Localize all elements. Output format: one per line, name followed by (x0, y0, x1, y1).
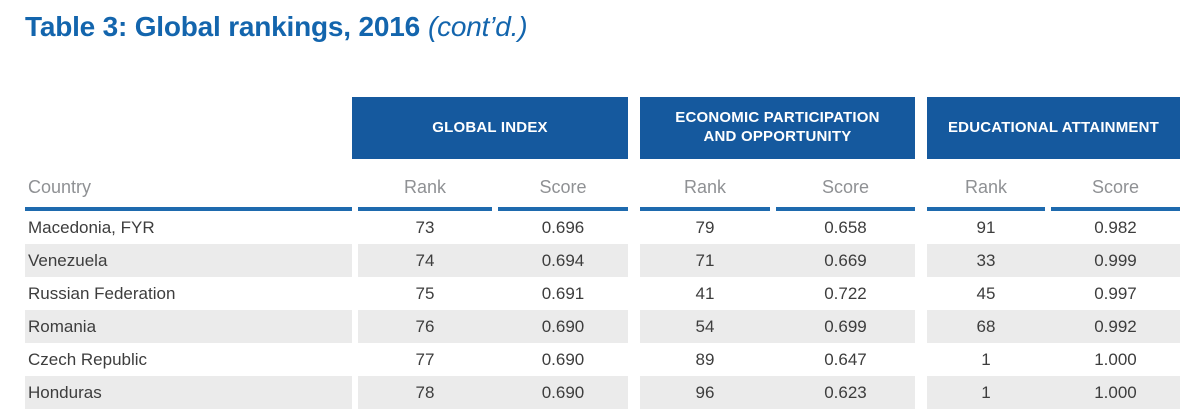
column-header-score: Score (821, 177, 870, 197)
table-row: Romania 76 0.690 54 0.699 68 0.992 (25, 310, 1180, 343)
group-header-educational-attainment: EDUCATIONAL ATTAINMENT (927, 97, 1180, 159)
global-index-score-cell: 0.690 (541, 382, 585, 402)
economic-participation-rank-cell: 79 (695, 217, 715, 237)
global-index-rank-cell: 78 (415, 382, 435, 402)
global-index-rank-cell: 75 (415, 283, 435, 303)
global-index-rank-cell: 73 (415, 217, 435, 237)
economic-participation-score-cell: 0.669 (824, 250, 867, 270)
economic-participation-score-cell: 0.658 (824, 217, 867, 237)
educational-attainment-rank-cell: 91 (976, 217, 996, 237)
row-shading (25, 376, 352, 409)
rule-segment (25, 207, 352, 211)
row-shading (358, 244, 628, 277)
educational-attainment-score-cell: 0.999 (1094, 250, 1137, 270)
country-cell: Honduras (28, 382, 102, 402)
economic-participation-score-cell: 0.722 (824, 283, 867, 303)
rule-segment (640, 207, 770, 211)
rule-segment (358, 207, 492, 211)
row-shading (25, 310, 352, 343)
rule-segment (776, 207, 915, 211)
rule-segment (1051, 207, 1180, 211)
country-cell: Russian Federation (28, 283, 176, 303)
table-row: Venezuela 74 0.694 71 0.669 33 0.999 (25, 244, 1180, 277)
row-shading (25, 244, 352, 277)
global-index-score-cell: 0.696 (541, 217, 585, 237)
row-shading (358, 310, 628, 343)
global-index-score-cell: 0.694 (541, 250, 585, 270)
rule-segment (927, 207, 1045, 211)
row-shading (640, 244, 915, 277)
column-header-rank: Rank (683, 177, 727, 197)
educational-attainment-rank-cell: 68 (976, 316, 996, 336)
table-row: Honduras 78 0.690 96 0.623 1 1.000 (25, 376, 1180, 409)
economic-participation-rank-cell: 71 (695, 250, 715, 270)
economic-participation-score-cell: 0.647 (824, 349, 867, 369)
row-shading (927, 310, 1180, 343)
rankings-table: GLOBAL INDEX ECONOMIC PARTICIPATION AND O… (25, 97, 1180, 409)
economic-participation-rank-cell: 96 (695, 382, 715, 402)
educational-attainment-rank-cell: 33 (976, 250, 996, 270)
educational-attainment-score-cell: 0.992 (1094, 316, 1137, 336)
educational-attainment-rank-cell: 45 (976, 283, 996, 303)
rule-segment (498, 207, 628, 211)
economic-participation-score-cell: 0.623 (824, 382, 867, 402)
global-index-rank-cell: 74 (415, 250, 435, 270)
educational-attainment-score-cell: 1.000 (1094, 382, 1137, 402)
table-row: Russian Federation 75 0.691 41 0.722 45 … (25, 277, 1180, 310)
country-cell: Macedonia, FYR (28, 217, 155, 237)
group-header-economic-participation: ECONOMIC PARTICIPATION AND OPPORTUNITY (640, 97, 915, 159)
economic-participation-rank-cell: 54 (695, 316, 715, 336)
row-shading (927, 376, 1180, 409)
table-row: Czech Republic 77 0.690 89 0.647 1 1.000 (25, 343, 1180, 376)
page-title: Table 3: Global rankings, 2016 (cont’d.) (25, 11, 528, 43)
country-cell: Romania (28, 316, 97, 336)
educational-attainment-rank-cell: 1 (981, 349, 991, 369)
educational-attainment-rank-cell: 1 (981, 382, 991, 402)
global-index-score-cell: 0.690 (541, 316, 585, 336)
row-shading (640, 376, 915, 409)
row-shading (927, 244, 1180, 277)
header-rule (25, 207, 1180, 211)
column-header-rank: Rank (403, 177, 447, 197)
country-cell: Czech Republic (28, 349, 148, 369)
global-index-rank-cell: 77 (415, 349, 435, 369)
global-index-score-cell: 0.690 (541, 349, 585, 369)
global-index-score-cell: 0.691 (541, 283, 585, 303)
group-header-global-index: GLOBAL INDEX (352, 97, 628, 159)
educational-attainment-score-cell: 1.000 (1094, 349, 1137, 369)
column-header-country: Country (28, 177, 92, 197)
table-subheader-row: Country Rank Score Rank Score Rank Score (25, 159, 1180, 207)
column-header-rank: Rank (964, 177, 1008, 197)
column-header-score: Score (539, 177, 587, 197)
table-row: Macedonia, FYR 73 0.696 79 0.658 91 0.98… (25, 211, 1180, 244)
table-title-contd: (cont’d.) (427, 11, 528, 42)
economic-participation-rank-cell: 41 (695, 283, 715, 303)
economic-participation-rank-cell: 89 (695, 349, 715, 369)
row-shading (640, 310, 915, 343)
global-index-rank-cell: 76 (415, 316, 435, 336)
country-cell: Venezuela (28, 250, 108, 270)
educational-attainment-score-cell: 0.982 (1094, 217, 1137, 237)
educational-attainment-score-cell: 0.997 (1094, 283, 1137, 303)
table-title-text: Table 3: Global rankings, 2016 (25, 11, 420, 42)
column-header-score: Score (1091, 177, 1140, 197)
table-group-header-row: GLOBAL INDEX ECONOMIC PARTICIPATION AND O… (25, 97, 1180, 159)
row-shading (358, 376, 628, 409)
economic-participation-score-cell: 0.699 (824, 316, 867, 336)
